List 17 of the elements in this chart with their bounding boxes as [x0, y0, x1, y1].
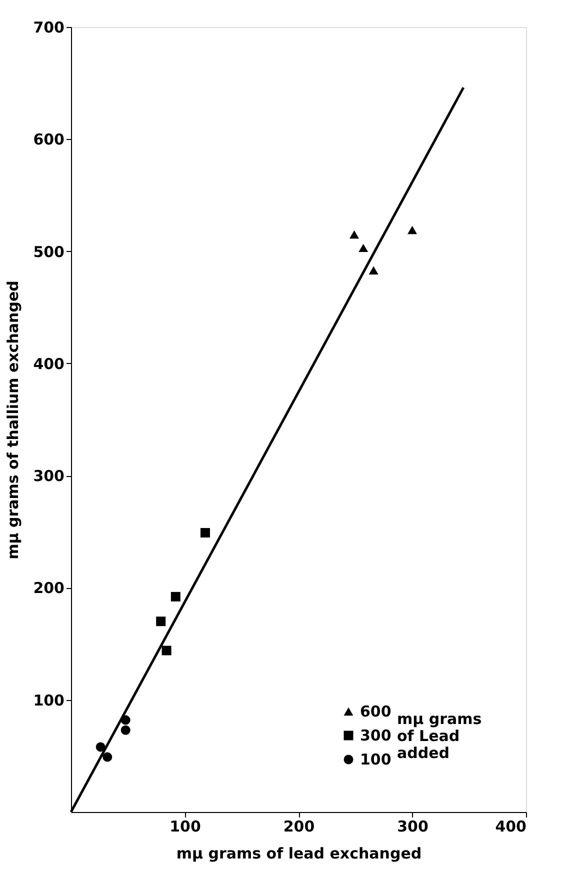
y-axis-title: mμ grams of thallium exchanged — [4, 280, 22, 560]
x-tick-label: 300 — [397, 818, 428, 836]
x-tick-label: 100 — [170, 818, 201, 836]
y-tick-label: 300 — [33, 467, 64, 486]
legend-label: 600 — [360, 702, 392, 720]
y-tick-label: 700 — [33, 18, 64, 36]
x-tick-label: 400 — [495, 818, 526, 836]
legend-label: 300 — [360, 726, 392, 744]
legend-label: 100 — [360, 750, 392, 768]
x-axis-title: mμ grams of lead exchanged — [176, 844, 422, 862]
y-tick-label: 100 — [33, 691, 64, 710]
legend-title: mμ grams of Lead added — [397, 710, 482, 762]
y-tick-label: 200 — [33, 579, 64, 598]
y-tick-label: 400 — [33, 354, 64, 373]
y-tick-label: 600 — [33, 130, 64, 149]
y-tick-label: 500 — [33, 242, 64, 261]
x-tick-label: 200 — [283, 818, 315, 836]
